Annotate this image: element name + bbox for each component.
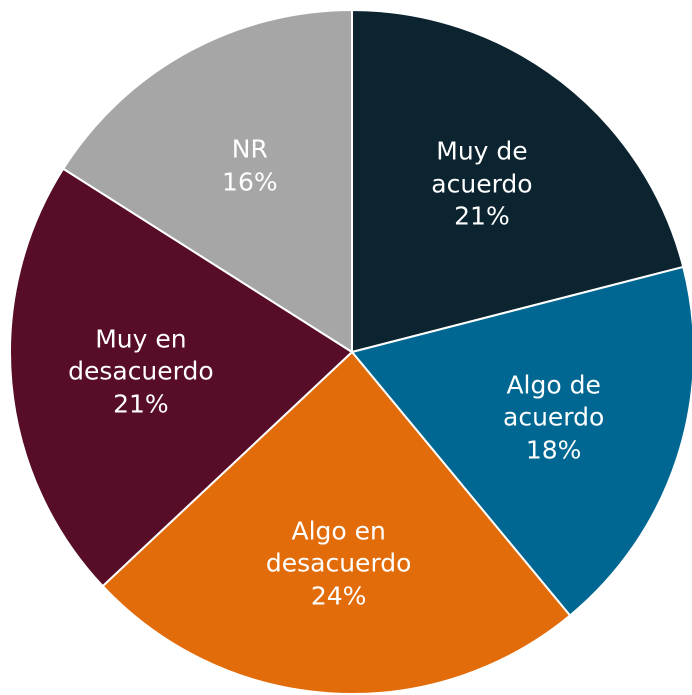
slice-label: Muy de acuerdo 21% (394, 136, 569, 234)
slice-label: Algo en desacuerdo 24% (251, 515, 426, 613)
slice-label: Muy en desacuerdo 21% (53, 323, 228, 421)
value-label: 21% (454, 201, 510, 231)
slice-label: NR 16% (162, 134, 337, 199)
pie-slice (101, 350, 572, 695)
category-label: Muy en desacuerdo (68, 324, 214, 386)
category-label: Algo de acuerdo (503, 369, 605, 432)
value-label: 21% (113, 389, 169, 419)
pie-slice (9, 167, 354, 588)
category-label: NR (231, 134, 268, 164)
pie-slice (351, 8, 685, 354)
value-label: 16% (222, 167, 278, 197)
value-label: 24% (310, 580, 367, 610)
pie-slice (61, 8, 353, 354)
slice-label: Algo de acuerdo 18% (466, 369, 641, 467)
category-label: Muy de acuerdo (431, 136, 533, 199)
value-label: 18% (525, 434, 582, 464)
category-label: Algo en desacuerdo (265, 515, 412, 578)
